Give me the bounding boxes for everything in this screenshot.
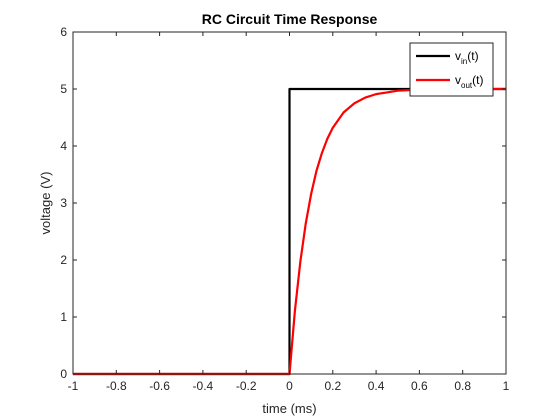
x-tick-label: 0.4 xyxy=(368,379,385,393)
legend: vin(t)vout(t) xyxy=(409,42,494,97)
legend-subscript: out xyxy=(461,81,473,90)
x-axis-label: time (ms) xyxy=(262,401,316,416)
x-tick-label: 1 xyxy=(503,379,510,393)
x-tick-label: 0.8 xyxy=(454,379,471,393)
axes-layer: -1 -0.8 -0.6 -0.4 -0.2 0 0.2 0.4 0.6 0.8 1 0 1 2 3 4 5 6 xyxy=(60,25,509,393)
x-tick-label: 0.2 xyxy=(324,379,341,393)
x-tick-label: -0.6 xyxy=(149,379,170,393)
y-tick-label: 3 xyxy=(60,196,67,210)
x-tick-label: 0.6 xyxy=(411,379,428,393)
x-tick-label: 0 xyxy=(286,379,293,393)
legend-entry-out: vout(t) xyxy=(455,73,483,90)
x-tick-label: -0.2 xyxy=(236,379,257,393)
legend-suffix: (t) xyxy=(472,73,483,87)
y-tick-label: 1 xyxy=(60,310,67,324)
x-tick-label: -0.8 xyxy=(106,379,127,393)
y-tick-label: 5 xyxy=(60,82,67,96)
x-tick-label: -1 xyxy=(68,379,79,393)
y-axis-label: voltage (V) xyxy=(38,172,53,235)
legend-subscript: in xyxy=(461,57,467,66)
y-tick-label: 4 xyxy=(60,139,67,153)
legend-base: v xyxy=(455,49,461,63)
legend-entry-in: vin(t) xyxy=(455,49,479,66)
y-tick-label: 0 xyxy=(60,367,67,381)
legend-base: v xyxy=(455,73,461,87)
y-tick-label: 6 xyxy=(60,25,67,39)
x-tick-label: -0.4 xyxy=(193,379,214,393)
y-tick-label: 2 xyxy=(60,253,67,267)
chart-title: RC Circuit Time Response xyxy=(202,11,378,27)
legend-box xyxy=(409,42,494,97)
legend-suffix: (t) xyxy=(467,49,478,63)
